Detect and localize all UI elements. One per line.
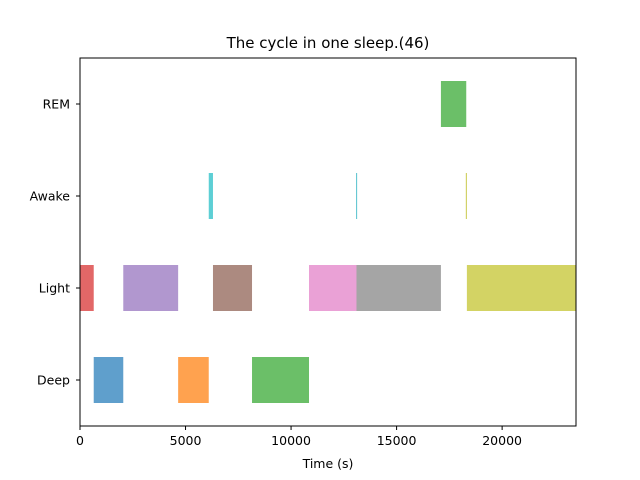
stage-segment-awake [356,173,358,219]
x-tick-label: 5000 [170,433,202,448]
x-axis-label: Time (s) [302,456,354,471]
x-tick-label: 20000 [482,433,522,448]
x-axis-ticks: 0 5000 10000 15000 20000 [76,426,522,448]
stage-segment-light [212,265,253,311]
x-tick-label: 10000 [271,433,311,448]
stage-segments [80,81,576,403]
stage-segment-rem [440,81,467,127]
y-tick-label-deep: Deep [37,373,70,388]
stage-segment-light [80,265,94,311]
stage-segment-deep [252,357,310,403]
y-tick-label-rem: REM [43,97,70,112]
chart-title: The cycle in one sleep.(46) [226,34,430,52]
stage-segment-deep [178,357,209,403]
stage-segment-light [309,265,357,311]
stage-segment-light [466,265,576,311]
x-tick-label: 0 [76,433,84,448]
x-tick-label: 15000 [377,433,417,448]
stage-segment-light [123,265,179,311]
y-tick-label-awake: Awake [30,189,71,204]
plot-area-frame [79,57,577,427]
y-tick-label-light: Light [39,281,70,296]
y-axis-ticks: Deep Light Awake REM [30,97,80,388]
stage-segment-awake [465,173,467,219]
stage-segment-awake [208,173,213,219]
stage-segment-light [356,265,441,311]
stage-segment-deep [93,357,124,403]
